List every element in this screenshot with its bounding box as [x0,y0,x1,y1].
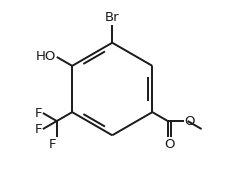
Text: F: F [48,138,56,151]
Text: HO: HO [35,50,56,64]
Text: F: F [34,106,42,120]
Text: F: F [34,122,42,136]
Text: O: O [163,138,174,151]
Text: O: O [184,114,194,128]
Text: Br: Br [105,11,119,24]
